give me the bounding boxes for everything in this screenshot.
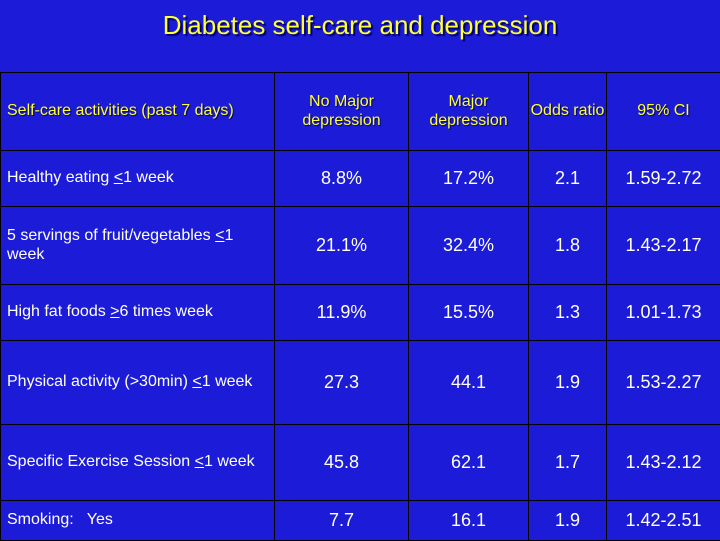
slide-title: Diabetes self-care and depression bbox=[0, 10, 720, 41]
odds-cell: 1.7 bbox=[529, 425, 607, 501]
ci-cell: 1.42-2.51 bbox=[607, 501, 720, 541]
activity-cell: Smoking: Yes bbox=[1, 501, 275, 541]
table-row: Specific Exercise Session <1 week 45.8 6… bbox=[1, 425, 720, 501]
ci-cell: 1.43-2.12 bbox=[607, 425, 720, 501]
table-row: 5 servings of fruit/vegetables <1 week 2… bbox=[1, 207, 720, 285]
table-row: Physical activity (>30min) <1 week 27.3 … bbox=[1, 341, 720, 425]
major-cell: 16.1 bbox=[409, 501, 529, 541]
table-row: High fat foods >6 times week 11.9% 15.5%… bbox=[1, 285, 720, 341]
no-major-cell: 8.8% bbox=[275, 151, 409, 207]
table-row: Healthy eating <1 week 8.8% 17.2% 2.1 1.… bbox=[1, 151, 720, 207]
header-no-major-depression: No Major depression bbox=[275, 73, 409, 151]
ci-cell: 1.43-2.17 bbox=[607, 207, 720, 285]
activity-cell: Specific Exercise Session <1 week bbox=[1, 425, 275, 501]
ci-cell: 1.53-2.27 bbox=[607, 341, 720, 425]
odds-cell: 1.9 bbox=[529, 501, 607, 541]
ci-cell: 1.59-2.72 bbox=[607, 151, 720, 207]
header-major-depression: Major depression bbox=[409, 73, 529, 151]
odds-cell: 1.3 bbox=[529, 285, 607, 341]
major-cell: 32.4% bbox=[409, 207, 529, 285]
no-major-cell: 7.7 bbox=[275, 501, 409, 541]
activity-cell: 5 servings of fruit/vegetables <1 week bbox=[1, 207, 275, 285]
header-odds-ratio: Odds ratio bbox=[529, 73, 607, 151]
no-major-cell: 11.9% bbox=[275, 285, 409, 341]
major-cell: 44.1 bbox=[409, 341, 529, 425]
activity-cell: High fat foods >6 times week bbox=[1, 285, 275, 341]
self-care-table: Self-care activities (past 7 days) No Ma… bbox=[0, 72, 720, 541]
header-95-ci: 95% CI bbox=[607, 73, 720, 151]
header-self-care-activities: Self-care activities (past 7 days) bbox=[1, 73, 275, 151]
odds-cell: 2.1 bbox=[529, 151, 607, 207]
odds-cell: 1.9 bbox=[529, 341, 607, 425]
table-header-row: Self-care activities (past 7 days) No Ma… bbox=[1, 73, 720, 151]
major-cell: 62.1 bbox=[409, 425, 529, 501]
activity-cell: Healthy eating <1 week bbox=[1, 151, 275, 207]
table-row: Smoking: Yes 7.7 16.1 1.9 1.42-2.51 bbox=[1, 501, 720, 541]
no-major-cell: 27.3 bbox=[275, 341, 409, 425]
no-major-cell: 45.8 bbox=[275, 425, 409, 501]
ci-cell: 1.01-1.73 bbox=[607, 285, 720, 341]
major-cell: 15.5% bbox=[409, 285, 529, 341]
activity-cell: Physical activity (>30min) <1 week bbox=[1, 341, 275, 425]
no-major-cell: 21.1% bbox=[275, 207, 409, 285]
major-cell: 17.2% bbox=[409, 151, 529, 207]
odds-cell: 1.8 bbox=[529, 207, 607, 285]
